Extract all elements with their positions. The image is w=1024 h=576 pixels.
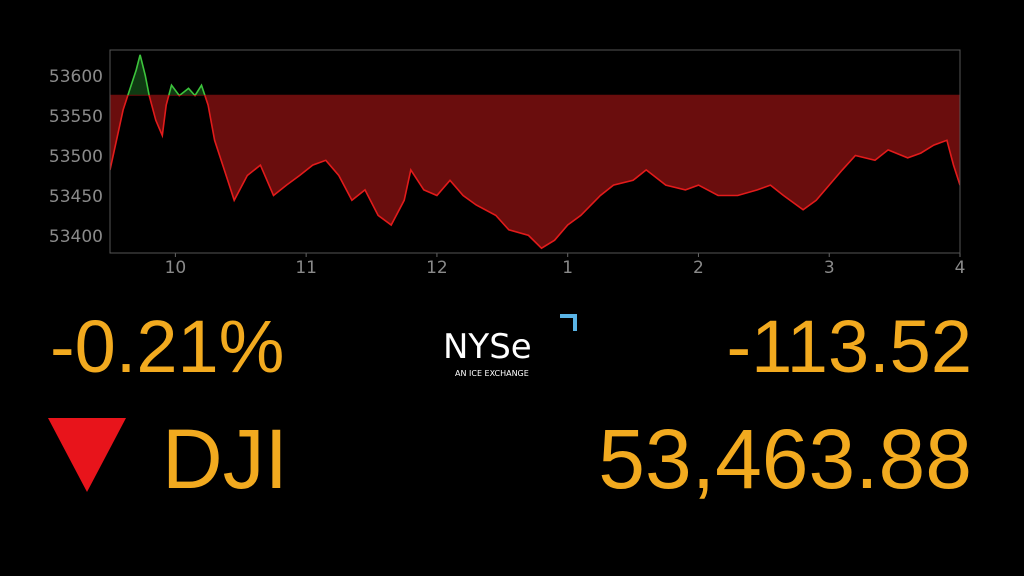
price: 53,463.88 — [598, 412, 972, 506]
x-tick-label: 2 — [693, 258, 704, 278]
x-tick-label: 11 — [295, 258, 317, 278]
line-up — [127, 54, 206, 96]
x-tick-label: 12 — [426, 258, 448, 278]
area-down — [110, 95, 960, 249]
logo-name: NYSe — [443, 327, 532, 367]
change-points: -113.52 — [727, 305, 973, 388]
y-tick-label: 53450 — [49, 187, 103, 207]
y-tick-label: 53400 — [49, 227, 103, 247]
x-tick-label: 10 — [165, 258, 187, 278]
plot-frame — [109, 49, 961, 254]
y-tick-label: 53600 — [49, 67, 103, 87]
x-tick-label: 1 — [562, 258, 573, 278]
logo-tagline: AN ICE EXCHANGE — [455, 369, 529, 378]
x-tick-label: 4 — [955, 258, 966, 278]
line-down — [110, 95, 960, 250]
logo-bracket — [560, 314, 577, 331]
y-tick-label: 53500 — [49, 147, 103, 167]
change-percent: -0.21% — [50, 305, 284, 388]
symbol: DJI — [162, 412, 288, 506]
down-arrow — [48, 418, 126, 492]
y-tick-label: 53550 — [49, 107, 103, 127]
x-tick-label: 3 — [824, 258, 835, 278]
